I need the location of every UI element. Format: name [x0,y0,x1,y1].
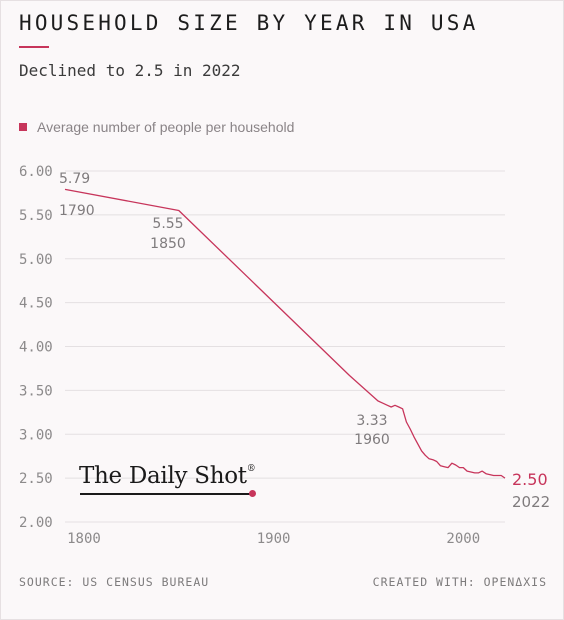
annotation-value-1790: 5.79 [59,171,90,187]
daily-shot-logo: The Daily Shot® [79,463,256,489]
y-tick-label: 5.50 [19,208,53,224]
logo-dot [249,490,256,497]
y-tick-label: 4.50 [19,296,53,312]
annotation-year-2022: 2022 [512,493,550,511]
source-note: SOURCE: US CENSUS BUREAU [19,575,210,589]
legend: Average number of people per household [19,119,294,135]
x-tick-label: 2000 [446,531,480,547]
annotation-year-1790: 1790 [59,203,95,219]
registered-mark: ® [246,464,256,474]
chart-title: HOUSEHOLD SIZE BY YEAR IN USA [19,11,479,35]
y-tick-label: 3.50 [19,383,53,399]
logo-text: The Daily Shot [79,463,247,489]
legend-swatch [19,123,27,131]
x-tick-label: 1900 [257,531,291,547]
y-tick-label: 4.00 [19,340,53,356]
y-tick-label: 2.00 [19,515,53,531]
line-chart: 2.00 2.50 3.00 3.50 4.00 4.50 5.00 5.50 6.00 1800… [19,164,550,547]
annotation-year-1850: 1850 [150,236,186,252]
credit-note: CREATED WITH: OPENΔXIS [372,575,547,589]
chart-subtitle: Declined to 2.5 in 2022 [19,61,241,80]
logo-underline [80,493,250,495]
y-tick-label: 5.00 [19,252,53,268]
y-tick-label: 2.50 [19,471,53,487]
y-tick-label: 6.00 [19,164,53,180]
annotation-value-1850: 5.55 [152,216,183,232]
y-tick-label: 3.00 [19,427,53,443]
title-underline [19,46,49,48]
x-tick-label: 1800 [67,531,101,547]
legend-label: Average number of people per household [37,119,295,135]
annotation-year-1960: 1960 [354,432,390,448]
annotation-value-1960: 3.33 [356,413,387,429]
annotation-value-2022: 2.50 [512,470,548,489]
series-line [64,188,506,479]
